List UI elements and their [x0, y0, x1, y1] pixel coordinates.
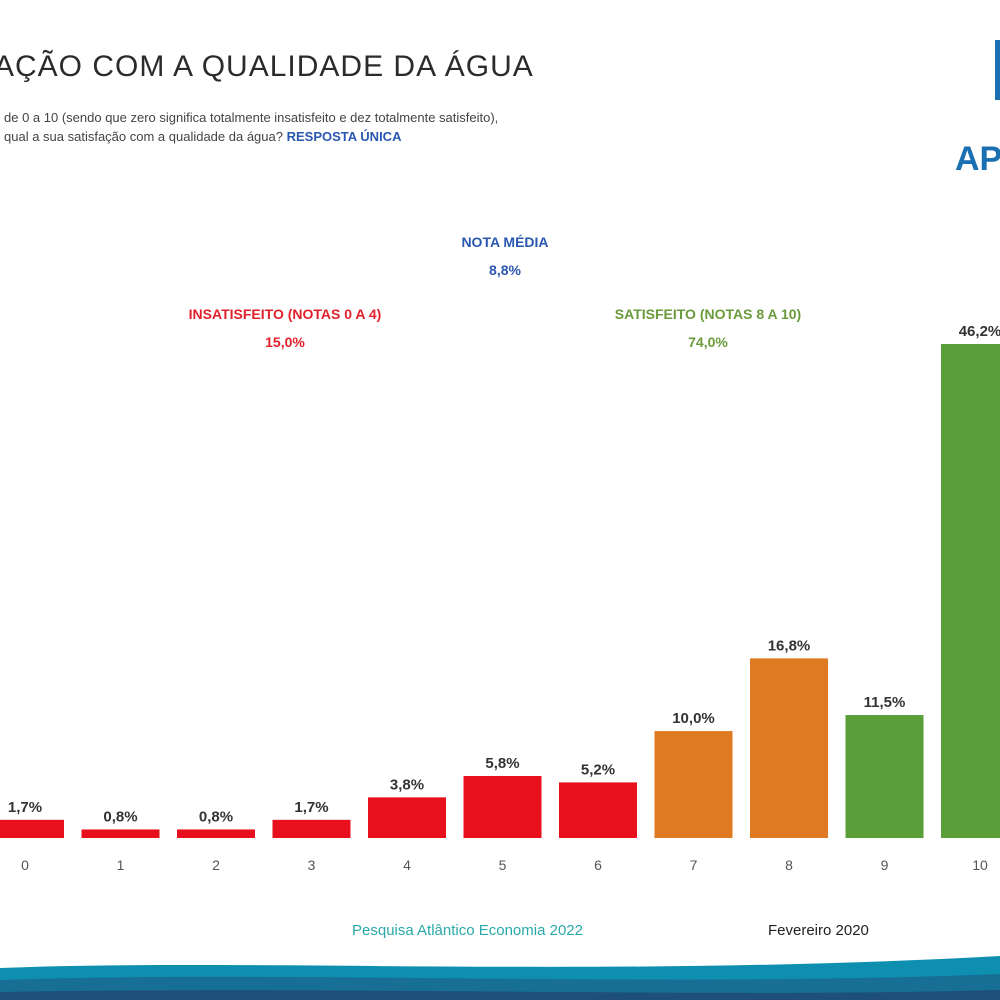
bar-value-label: 1,7%: [294, 799, 328, 816]
x-tick-label: 10: [972, 857, 988, 873]
bar-value-label: 5,2%: [581, 761, 615, 778]
bar-10: [941, 344, 1000, 838]
bar-chart: 1,7% 0 0,8% 1 0,8% 2 1,7% 3 3,8% 4 5,8% 5 5,2% 6 10,0%…: [0, 323, 1000, 873]
footer-wave-decoration: [0, 956, 1000, 1000]
subtitle-line-1: de 0 a 10 (sendo que zero significa tota…: [4, 110, 499, 125]
subtitle-link[interactable]: RESPOSTA ÚNICA: [286, 129, 402, 144]
bar-value-label: 1,7%: [8, 799, 42, 816]
group-label-title: NOTA MÉDIA: [461, 234, 549, 250]
x-tick-label: 1: [117, 857, 125, 873]
x-tick-label: 4: [403, 857, 411, 873]
subtitle-line-2: qual a sua satisfação com a qualidade da…: [4, 129, 283, 144]
bar-0: [0, 819, 64, 838]
bar-1: [81, 829, 160, 838]
group-label-2: SATISFEITO (NOTAS 8 A 10) 74,0%: [558, 300, 858, 356]
date-note: Fevereiro 2020: [768, 922, 869, 939]
chart-subtitle: de 0 a 10 (sendo que zero significa tota…: [4, 108, 574, 146]
bar-6: [559, 782, 637, 838]
group-label-title: SATISFEITO (NOTAS 8 A 10): [614, 306, 802, 322]
group-label-value: 8,8%: [489, 262, 521, 278]
chart-title: AÇÃO COM A QUALIDADE DA ÁGUA: [0, 50, 534, 83]
bar-value-label: 10,0%: [672, 710, 715, 727]
x-tick-label: 9: [881, 857, 889, 873]
x-tick-label: 6: [594, 857, 602, 873]
bar-9: [845, 715, 924, 838]
bar-5: [463, 775, 542, 838]
bar-value-label: 16,8%: [768, 637, 811, 654]
group-label-title: INSATISFEITO (NOTAS 0 A 4): [188, 306, 382, 322]
group-label-value: 15,0%: [265, 334, 305, 350]
group-label-0: INSATISFEITO (NOTAS 0 A 4) 15,0%: [135, 300, 435, 356]
bar-value-label: 0,8%: [199, 808, 233, 825]
x-tick-label: 7: [690, 857, 698, 873]
bar-value-label: 46,2%: [959, 323, 1000, 340]
x-tick-label: 0: [21, 857, 29, 873]
x-tick-label: 3: [308, 857, 316, 873]
bar-2: [177, 829, 255, 838]
bar-7: [654, 731, 733, 838]
x-tick-label: 8: [785, 857, 793, 873]
x-tick-label: 2: [212, 857, 220, 873]
bar-4: [368, 797, 446, 838]
group-label-value: 74,0%: [688, 334, 728, 350]
logo-bar-shape: [995, 40, 1000, 100]
logo-text: AP: [955, 140, 1000, 178]
bar-value-label: 0,8%: [103, 808, 137, 825]
bar-3: [272, 819, 351, 838]
bar-value-label: 3,8%: [390, 776, 424, 793]
x-tick-label: 5: [499, 857, 507, 873]
group-label-1: NOTA MÉDIA 8,8%: [355, 228, 655, 284]
bar-value-label: 5,8%: [485, 755, 519, 772]
source-note: Pesquisa Atlântico Economia 2022: [352, 922, 583, 939]
bar-value-label: 11,5%: [864, 694, 906, 711]
bar-8: [750, 658, 828, 838]
